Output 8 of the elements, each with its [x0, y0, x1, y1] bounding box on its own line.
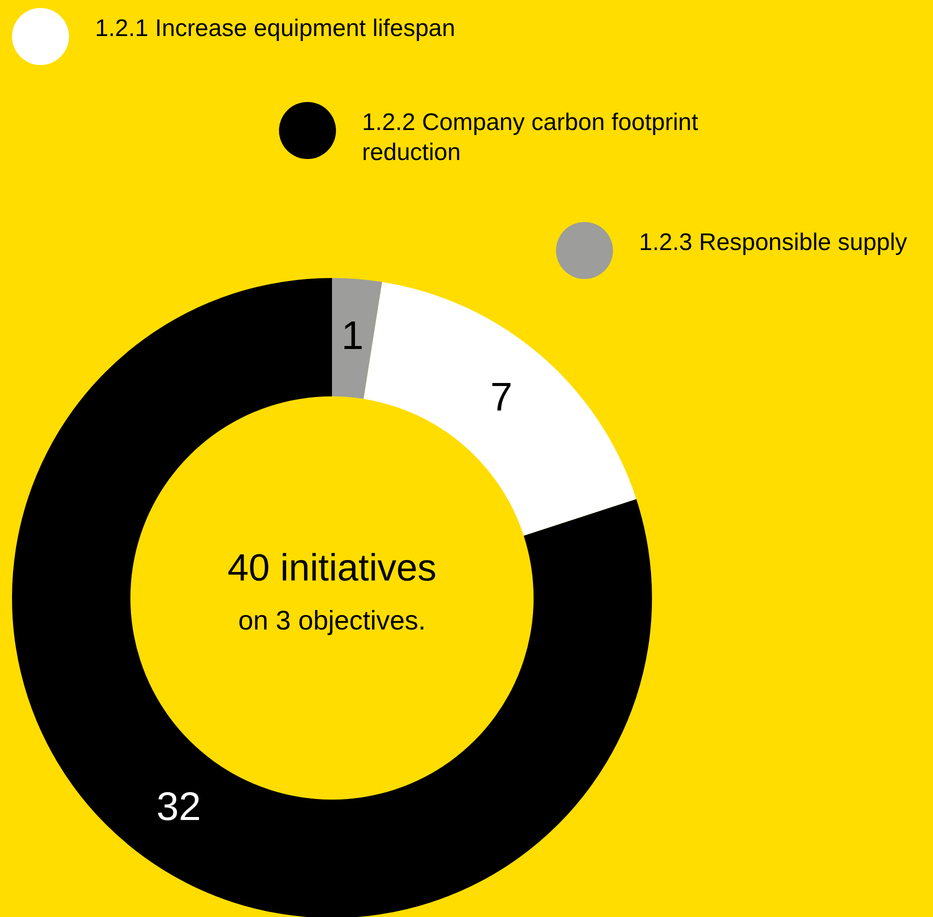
- legend-label: 1.2.3 Responsible supply: [639, 228, 908, 258]
- text: on 3 objectives.: [238, 605, 426, 636]
- data-label: 1: [341, 314, 364, 358]
- legend-label: 1.2.1 Increase equipment lifespan: [95, 14, 456, 44]
- text: 40 initiatives: [227, 547, 437, 590]
- legend-label: 1.2.2 Company carbon footprint reduction: [362, 108, 700, 168]
- data-label: 7: [490, 376, 512, 420]
- data-label: 32: [156, 785, 201, 830]
